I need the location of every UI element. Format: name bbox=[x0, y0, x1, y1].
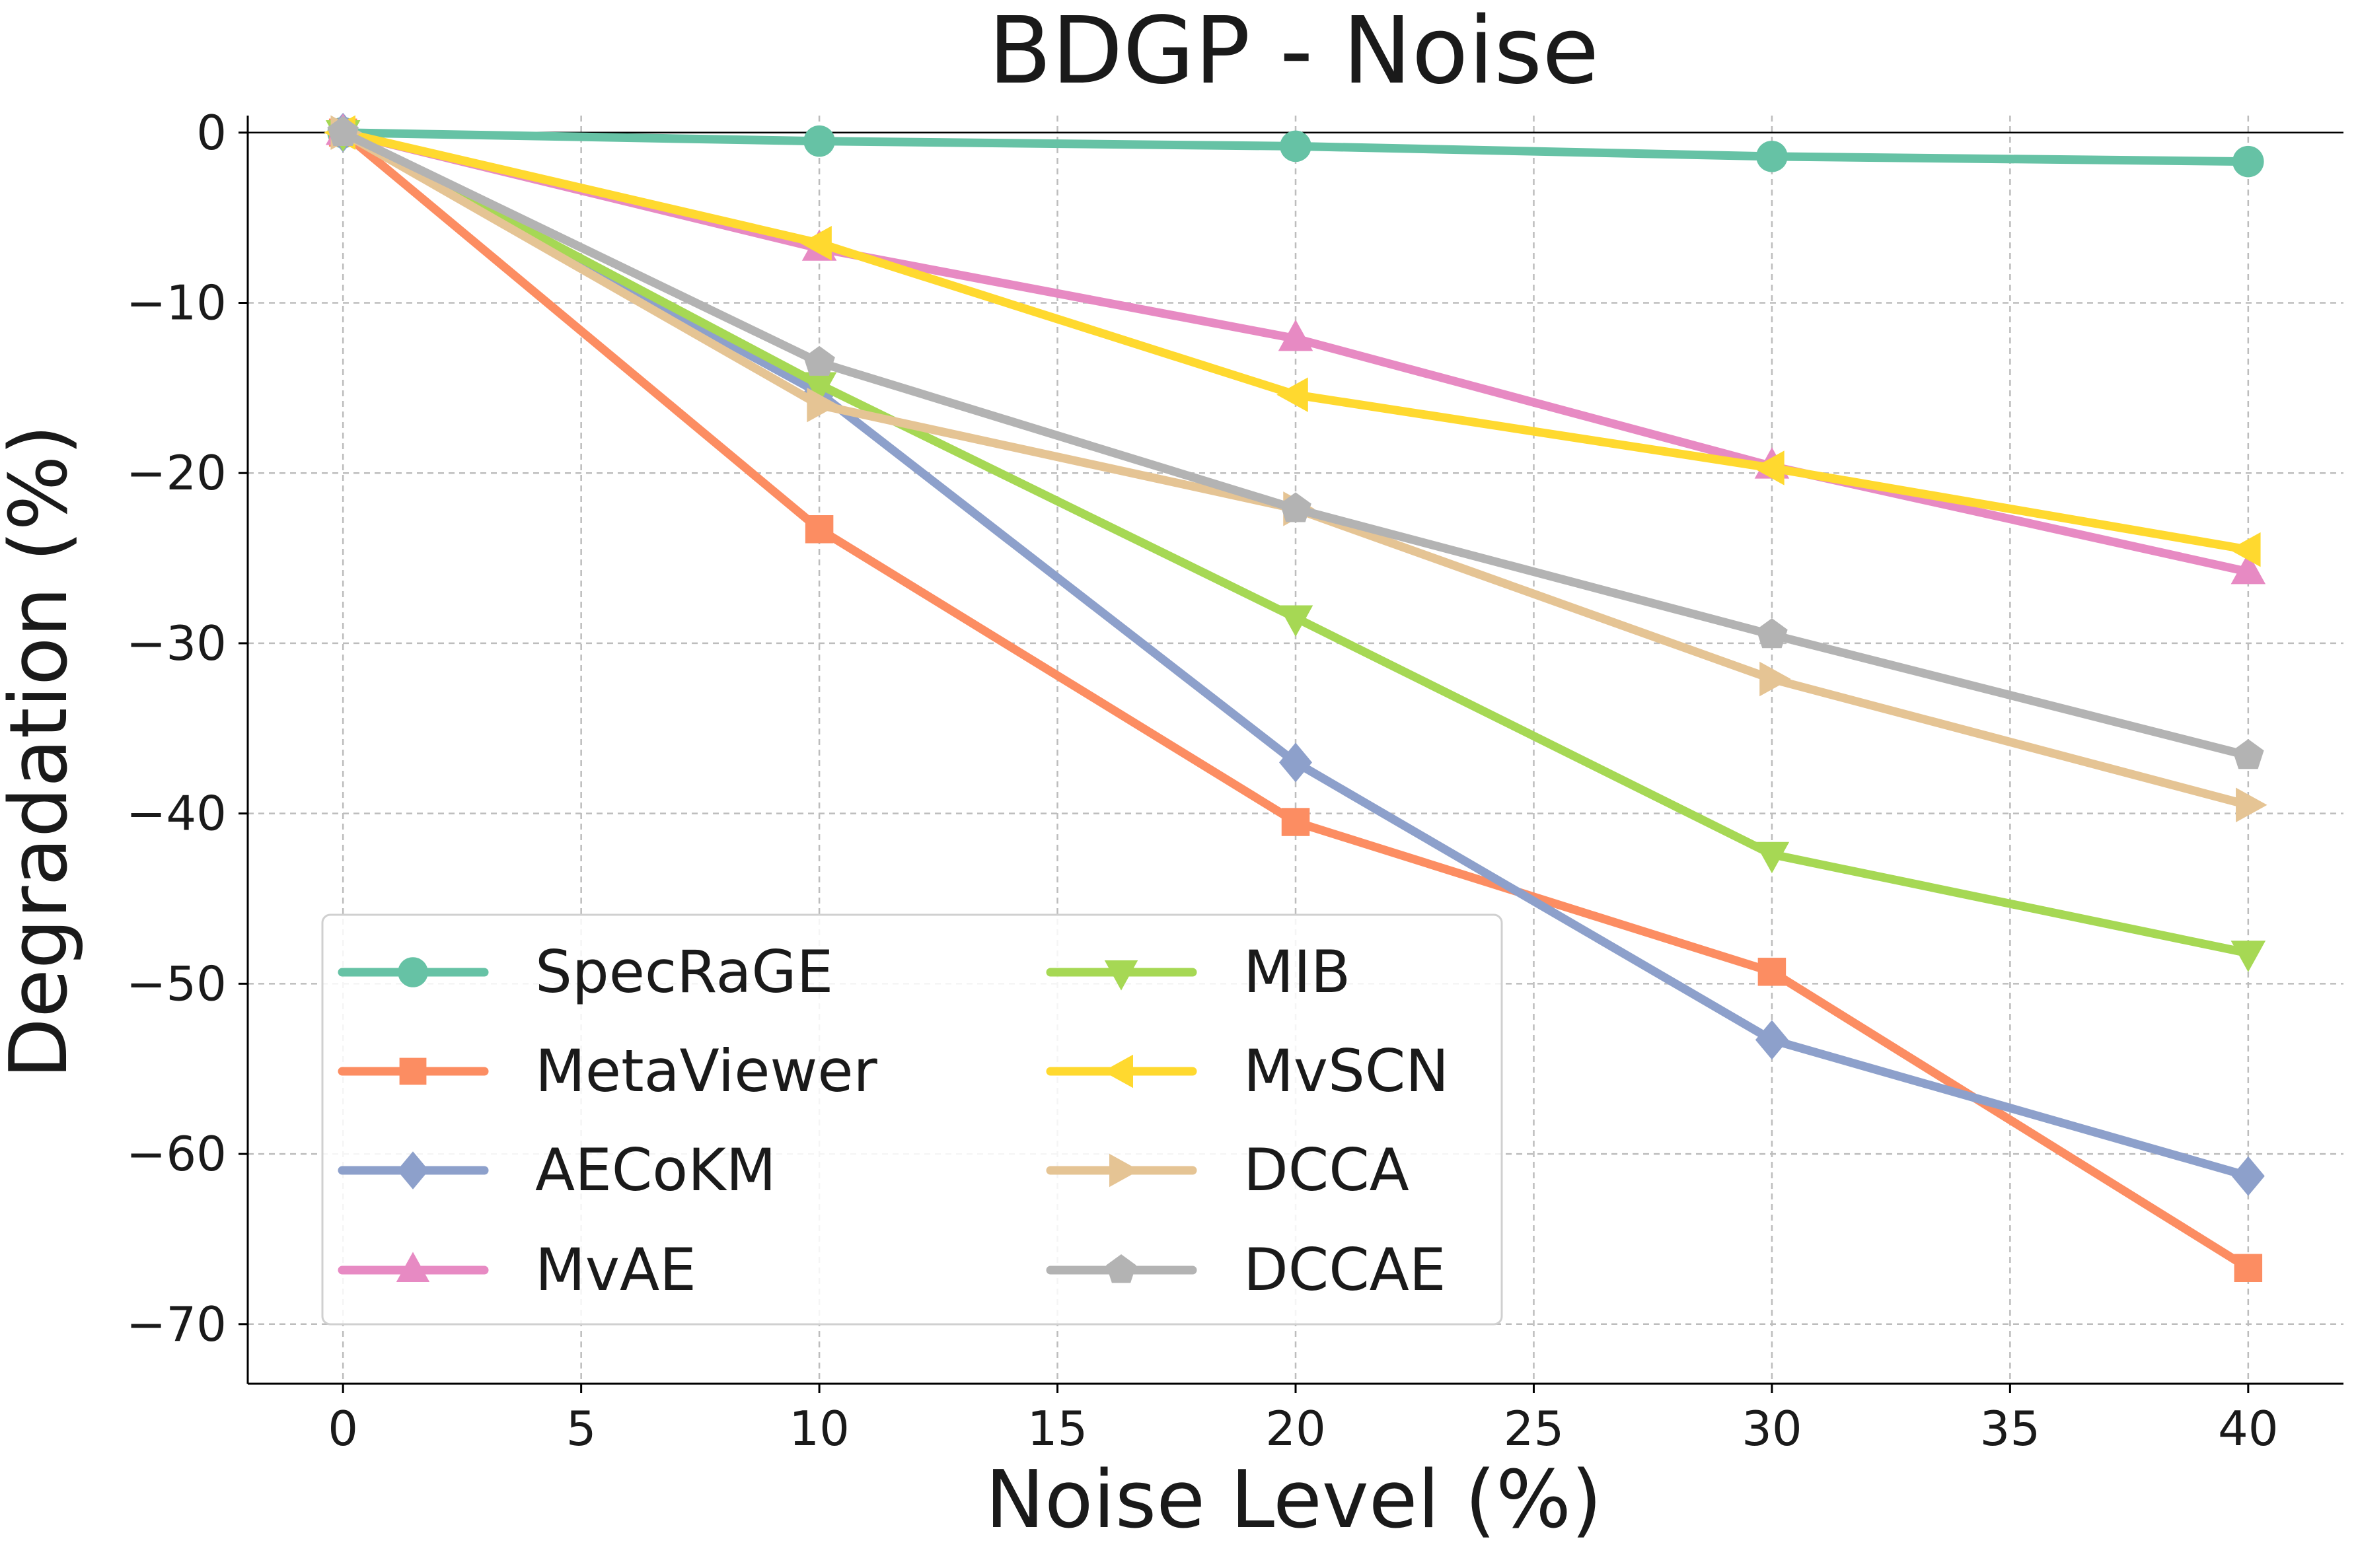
data-point-dccae bbox=[2232, 739, 2264, 769]
data-point-aecokm bbox=[1279, 742, 1312, 783]
legend-label-dccae: DCCAE bbox=[1243, 1236, 1446, 1304]
legend-label-mvae: MvAE bbox=[535, 1236, 696, 1304]
y-tick-label: −40 bbox=[126, 786, 227, 841]
series-mvscn bbox=[324, 115, 2261, 567]
legend-label-mib: MIB bbox=[1243, 938, 1350, 1006]
series-lines bbox=[324, 112, 2267, 1283]
axes bbox=[239, 116, 2343, 1393]
legend-marker-mvae bbox=[396, 1252, 430, 1282]
data-point-dcca bbox=[1759, 661, 1791, 697]
data-point-aecokm bbox=[2231, 1156, 2265, 1196]
y-tick-label: −20 bbox=[126, 445, 227, 501]
legend-label-dcca: DCCA bbox=[1243, 1136, 1409, 1204]
chart-title: BDGP - Noise bbox=[988, 0, 1600, 105]
data-point-dccae bbox=[1280, 492, 1311, 522]
legend-marker-dcca bbox=[1109, 1153, 1140, 1188]
legend-marker-specrage bbox=[398, 957, 428, 987]
data-point-mvscn bbox=[1276, 377, 1308, 412]
data-point-metaviewer bbox=[2234, 1254, 2263, 1283]
data-point-specrage bbox=[1756, 141, 1788, 172]
data-point-mib bbox=[1754, 841, 1790, 874]
x-tick-label: 5 bbox=[566, 1401, 597, 1456]
data-point-mib bbox=[801, 372, 837, 404]
data-point-metaviewer bbox=[805, 515, 834, 544]
legend-label-mvscn: MvSCN bbox=[1243, 1037, 1449, 1105]
y-tick-label: −30 bbox=[126, 616, 227, 671]
data-point-dcca bbox=[807, 387, 838, 423]
data-point-mvscn bbox=[800, 226, 832, 261]
data-point-mvscn bbox=[1753, 450, 1785, 485]
x-tick-label: 35 bbox=[1980, 1401, 2041, 1456]
y-tick-label: 0 bbox=[196, 105, 227, 160]
legend-label-specrage: SpecRaGE bbox=[535, 938, 833, 1006]
legend-entry-mib: MIB bbox=[1046, 938, 1350, 1006]
data-point-dcca bbox=[2236, 787, 2267, 823]
series-specrage bbox=[327, 117, 2264, 178]
legend-marker-dccae bbox=[1106, 1254, 1136, 1283]
data-point-specrage bbox=[803, 125, 835, 157]
data-point-dccae bbox=[327, 116, 359, 146]
data-point-dccae bbox=[1756, 618, 1788, 649]
legend-entry-metaviewer: MetaViewer bbox=[338, 1037, 877, 1105]
series-dcca bbox=[330, 115, 2267, 823]
tick-labels: 0 5 10 15 20 25 30 35 40 0 −10 −20 −30 −40 −50 −60 −70 bbox=[126, 105, 2279, 1456]
legend-entry-mvscn: MvSCN bbox=[1046, 1037, 1449, 1105]
legend-marker-mib bbox=[1104, 960, 1138, 991]
y-tick-label: −50 bbox=[126, 956, 227, 1011]
data-point-mib bbox=[1278, 605, 1313, 637]
legend-label-aecokm: AECoKM bbox=[535, 1136, 776, 1204]
y-tick-label: −60 bbox=[126, 1126, 227, 1182]
data-point-aecokm bbox=[1755, 1020, 1788, 1060]
legend-entry-specrage: SpecRaGE bbox=[338, 938, 833, 1006]
x-tick-label: 25 bbox=[1504, 1401, 1565, 1456]
legend-entry-dccae: DCCAE bbox=[1046, 1236, 1446, 1304]
x-tick-label: 10 bbox=[789, 1401, 850, 1456]
series-mib bbox=[325, 120, 2266, 972]
x-tick-label: 30 bbox=[1742, 1401, 1802, 1456]
legend: SpecRaGE MetaViewer AECoKM MvAE MIB MvSCN DCCA… bbox=[321, 913, 1503, 1326]
x-axis-label: Noise Level (%) bbox=[985, 1454, 1602, 1546]
x-tick-label: 0 bbox=[328, 1401, 358, 1456]
data-point-mvscn bbox=[2229, 532, 2261, 567]
data-point-dccae bbox=[803, 345, 835, 376]
legend-marker-aecokm bbox=[397, 1151, 429, 1190]
data-point-mib bbox=[2230, 941, 2266, 972]
data-point-specrage bbox=[2232, 145, 2264, 178]
y-tick-label: −70 bbox=[126, 1297, 227, 1352]
legend-label-metaviewer: MetaViewer bbox=[535, 1037, 877, 1105]
legend-entry-mvae: MvAE bbox=[338, 1236, 696, 1304]
x-tick-label: 20 bbox=[1265, 1401, 1326, 1456]
legend-entry-dcca: DCCA bbox=[1046, 1136, 1409, 1204]
series-dccae bbox=[327, 116, 2264, 769]
legend-entry-aecokm: AECoKM bbox=[338, 1136, 776, 1204]
y-axis-label: Degradation (%) bbox=[0, 425, 85, 1079]
data-point-mvae bbox=[2230, 552, 2266, 585]
legend-marker-mvscn bbox=[1103, 1054, 1133, 1088]
legend-box bbox=[321, 913, 1503, 1326]
data-point-specrage bbox=[1280, 130, 1311, 162]
data-point-mvae bbox=[1278, 319, 1313, 351]
y-tick-label: −10 bbox=[126, 275, 227, 330]
legend-marker-metaviewer bbox=[399, 1057, 427, 1085]
x-tick-label: 40 bbox=[2218, 1401, 2279, 1456]
data-point-metaviewer bbox=[1281, 808, 1310, 836]
x-tick-label: 15 bbox=[1027, 1401, 1088, 1456]
data-point-metaviewer bbox=[1757, 958, 1787, 986]
